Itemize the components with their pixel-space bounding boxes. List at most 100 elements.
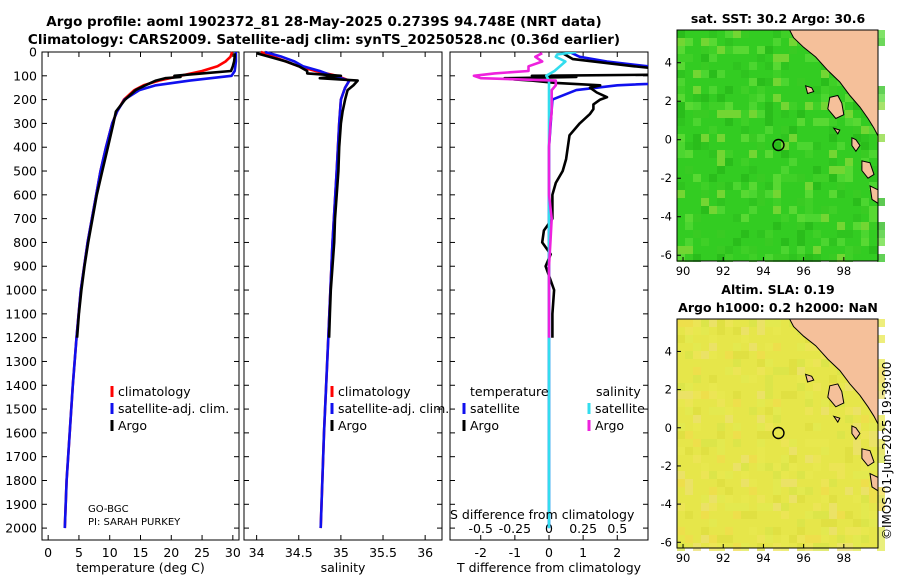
map-cell — [877, 503, 885, 511]
map-cell — [781, 391, 789, 399]
map-cell — [781, 78, 789, 86]
legend-sal-satellite-label: satellite — [595, 401, 645, 416]
map-cell — [701, 327, 709, 335]
map-cell — [813, 166, 821, 174]
map-cell — [733, 214, 741, 222]
map-cell — [765, 190, 773, 198]
map-cell — [797, 230, 805, 238]
map-cell — [677, 254, 685, 262]
map-cell — [789, 206, 797, 214]
map-cell — [829, 126, 837, 134]
map-cell — [773, 198, 781, 206]
map-cell — [773, 62, 781, 70]
map-cell — [805, 359, 813, 367]
map-cell — [709, 150, 717, 158]
map-cell — [677, 399, 685, 407]
map-cell — [677, 471, 685, 479]
map-cell — [693, 70, 701, 78]
map-cell — [805, 511, 813, 519]
map-cell — [717, 134, 725, 142]
map-cell — [733, 359, 741, 367]
map-cell — [869, 150, 877, 158]
map-cell — [733, 503, 741, 511]
map-cell — [773, 30, 781, 38]
map-cell — [677, 30, 685, 38]
y-tick-label: 1700 — [5, 449, 37, 464]
map-cell — [717, 110, 725, 118]
y-tick-label: 500 — [13, 164, 37, 179]
y-tick-label: 100 — [13, 68, 37, 83]
island — [832, 127, 841, 135]
map-cell — [813, 142, 821, 150]
map-cell — [693, 319, 701, 327]
map-cell — [781, 511, 789, 519]
s-diff-tick-label: -0.5 — [469, 521, 493, 536]
map-cell — [837, 230, 845, 238]
y-tick-label: -6 — [661, 535, 672, 549]
map-cell — [717, 455, 725, 463]
map-cell — [693, 367, 701, 375]
y-tick-label: 1900 — [5, 497, 37, 512]
map-cell — [837, 238, 845, 246]
map-cell — [701, 38, 709, 46]
map-cell — [733, 391, 741, 399]
map-cell — [821, 519, 829, 527]
map-cell — [773, 182, 781, 190]
x-axis-label: temperature (deg C) — [76, 560, 205, 575]
legend-temp-satellite-label: satellite — [470, 401, 520, 416]
map-cell — [797, 487, 805, 495]
island — [804, 85, 815, 95]
map-cell — [773, 479, 781, 487]
map-cell — [685, 319, 693, 327]
map-cell — [773, 222, 781, 230]
map-cell — [821, 214, 829, 222]
legend-sal-argo-label: Argo — [595, 418, 624, 433]
map-cell — [773, 54, 781, 62]
map-cell — [789, 158, 797, 166]
map-cell — [757, 495, 765, 503]
map-cell — [765, 110, 773, 118]
map-cell — [773, 78, 781, 86]
map-cell — [725, 407, 733, 415]
x-tick-label: 90 — [676, 264, 691, 278]
map-cell — [773, 174, 781, 182]
x-tick-label: -1 — [509, 545, 521, 560]
map-cell — [837, 142, 845, 150]
map-cell — [677, 134, 685, 142]
map-cell — [797, 495, 805, 503]
map-cell — [765, 230, 773, 238]
map-cell — [829, 134, 837, 142]
map-cell — [773, 543, 781, 551]
y-tick-label: 800 — [13, 235, 37, 250]
map-cell — [813, 86, 821, 94]
map-cell — [877, 102, 885, 110]
argo-sal-diff-line — [472, 52, 558, 338]
map-cell — [717, 254, 725, 262]
map-cell — [757, 54, 765, 62]
map-cell — [733, 110, 741, 118]
map-cell — [797, 246, 805, 254]
map-cell — [829, 190, 837, 198]
x-tick-label: 92 — [716, 264, 731, 278]
map-cell — [845, 455, 853, 463]
map-cell — [813, 118, 821, 126]
x-tick-label: 96 — [796, 264, 811, 278]
map-cell — [733, 399, 741, 407]
map-cell — [813, 182, 821, 190]
y-tick-label: 900 — [13, 259, 37, 274]
map-cell — [693, 214, 701, 222]
map-cell — [877, 415, 885, 423]
map-cell — [773, 399, 781, 407]
map-cell — [757, 198, 765, 206]
x-tick-label: 90 — [676, 551, 691, 565]
map-cell — [693, 327, 701, 335]
map-cell — [685, 431, 693, 439]
map-cell — [805, 543, 813, 551]
map-cell — [741, 511, 749, 519]
x-tick-label: 36 — [417, 545, 433, 560]
map-cell — [781, 150, 789, 158]
map-cell — [789, 439, 797, 447]
map-cell — [677, 110, 685, 118]
map-cell — [821, 535, 829, 543]
map-cell — [861, 415, 869, 423]
